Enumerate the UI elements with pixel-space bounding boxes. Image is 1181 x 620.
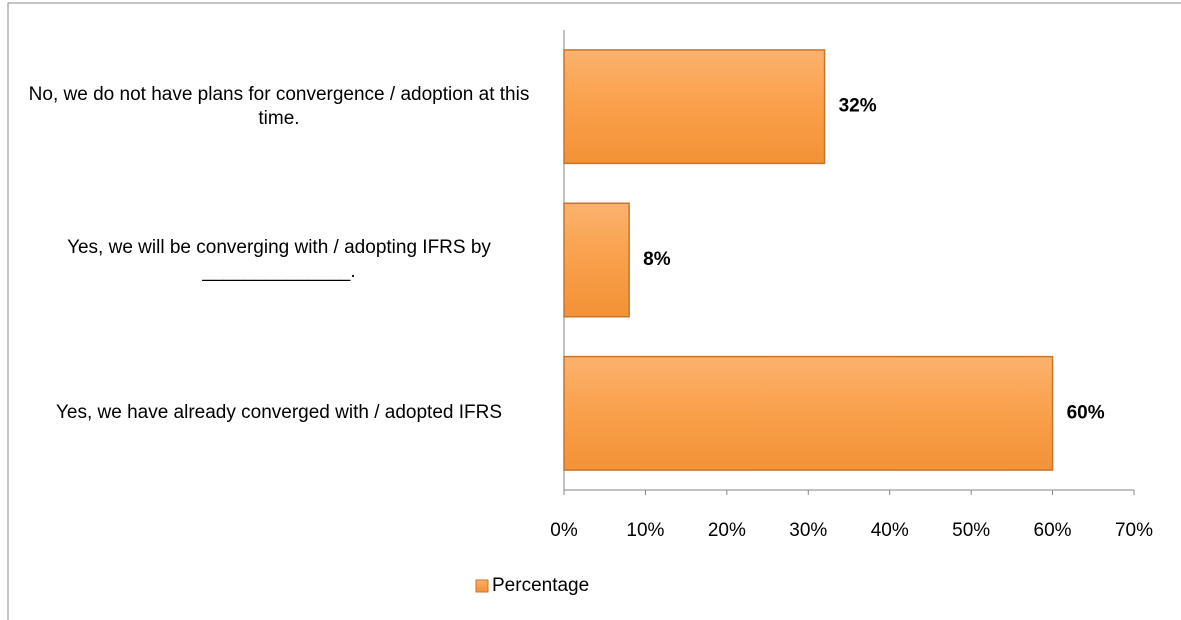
x-tick-label: 20% [708, 520, 746, 541]
bar [563, 355, 1054, 471]
legend-swatch [475, 579, 489, 593]
x-tick-label: 70% [1115, 520, 1153, 541]
data-label: 60% [1067, 402, 1105, 423]
bar [563, 49, 826, 165]
data-label: 8% [643, 249, 671, 270]
x-tick-label: 10% [626, 520, 664, 541]
x-tick-label: 30% [789, 520, 827, 541]
x-tick-label: 50% [952, 520, 990, 541]
legend-label: Percentage [492, 575, 589, 596]
y-tick-label: No, we do not have plans for convergence… [28, 83, 530, 129]
data-label: 32% [839, 96, 877, 117]
chart-border [7, 2, 1181, 620]
x-tick-label: 60% [1034, 520, 1072, 541]
bar [563, 202, 630, 318]
y-tick-label: Yes, we have already converged with / ad… [55, 402, 503, 424]
x-tick-label: 0% [550, 520, 578, 541]
y-tick-label: Yes, we will be converging with / adopti… [67, 237, 491, 282]
x-tick-label: 40% [871, 520, 909, 541]
